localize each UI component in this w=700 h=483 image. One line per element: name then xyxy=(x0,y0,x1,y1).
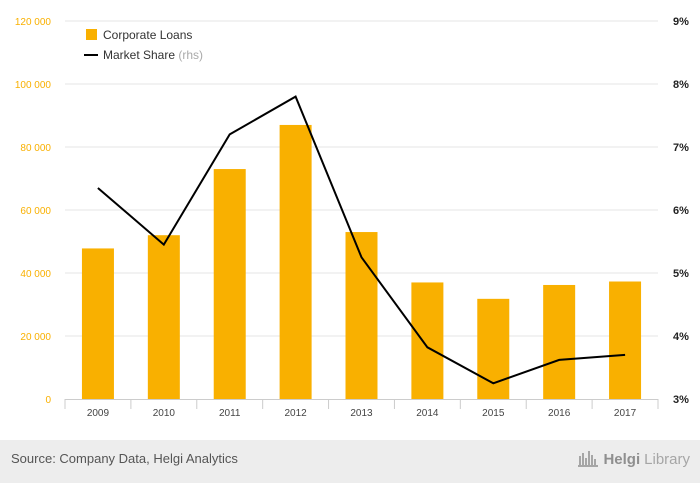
x-tick-label: 2016 xyxy=(548,408,571,419)
brand-name-light: Library xyxy=(644,450,690,468)
x-tick-label: 2013 xyxy=(350,408,373,419)
legend-series-suffix: (rhs) xyxy=(178,48,203,62)
market-share-polyline xyxy=(97,95,626,385)
x-tick-label: 2015 xyxy=(482,408,505,419)
right-tick-label: 3% xyxy=(673,394,689,406)
x-axis: 2009 2010 2011 2012 2013 2014 2015 2016 2017 xyxy=(64,399,659,419)
legend-swatch-bar xyxy=(86,29,97,40)
legend: Corporate Loans Market Share (rhs) xyxy=(84,28,203,62)
x-tick-label: 2011 xyxy=(219,408,241,419)
legend-label-corporate-loans: Corporate Loans xyxy=(103,28,192,42)
source-text: Source: Company Data, Helgi Analytics xyxy=(11,451,238,466)
right-axis: 3% 4% 5% 6% 7% 8% 9% xyxy=(673,16,689,406)
bar-2013 xyxy=(345,232,378,399)
right-tick-label: 6% xyxy=(673,205,689,217)
left-tick-label: 40 000 xyxy=(20,269,51,280)
right-tick-label: 7% xyxy=(673,142,689,154)
x-tick-label: 2017 xyxy=(614,408,637,419)
right-tick-label: 8% xyxy=(673,79,689,91)
right-tick-label: 4% xyxy=(673,331,689,343)
left-tick-label: 100 000 xyxy=(15,80,52,91)
bar-2009 xyxy=(81,248,114,399)
bar-2010 xyxy=(147,235,180,399)
x-tick-label: 2010 xyxy=(153,408,176,419)
bars xyxy=(81,124,642,399)
left-tick-label: 120 000 xyxy=(15,17,52,28)
legend-label-market-share: Market Share (rhs) xyxy=(103,48,203,62)
brand-logo[interactable]: Helgi Library xyxy=(577,450,690,468)
left-tick-label: 80 000 xyxy=(20,143,51,154)
bar-2017 xyxy=(609,281,642,399)
legend-series-name: Market Share xyxy=(103,48,178,62)
bar-2014 xyxy=(411,282,444,399)
brand-name-bold: Helgi xyxy=(603,450,641,468)
footer: Source: Company Data, Helgi Analytics He… xyxy=(0,440,700,483)
library-icon xyxy=(578,451,599,467)
x-tick-label: 2009 xyxy=(87,408,110,419)
left-tick-label: 20 000 xyxy=(20,332,51,343)
bar-2012 xyxy=(279,124,312,399)
chart: 2009 2010 2011 2012 2013 2014 2015 2016 2017 0 20… xyxy=(15,16,689,419)
left-tick-label: 60 000 xyxy=(20,206,51,217)
left-axis: 0 20 000 40 000 60 000 80 000 100 000 120 000 xyxy=(15,17,52,406)
left-tick-label: 0 xyxy=(45,395,51,406)
x-tick-label: 2014 xyxy=(416,408,439,419)
bar-2011 xyxy=(213,169,246,399)
x-tick-label: 2012 xyxy=(284,408,307,419)
bar-2016 xyxy=(543,284,576,399)
right-tick-label: 9% xyxy=(673,16,689,28)
right-tick-label: 5% xyxy=(673,268,689,280)
market-share-line xyxy=(97,95,626,385)
